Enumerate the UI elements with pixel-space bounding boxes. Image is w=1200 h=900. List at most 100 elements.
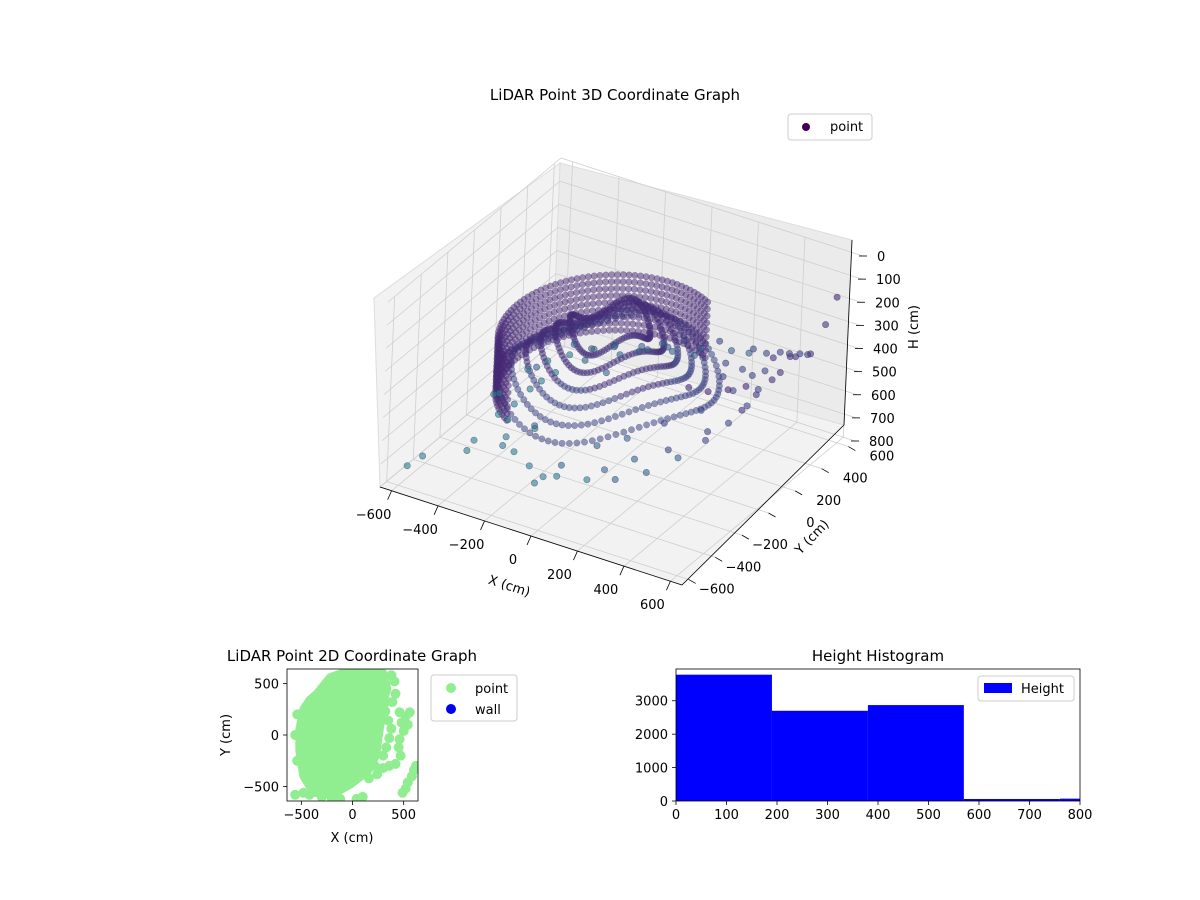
data-point [583,476,591,484]
z-tick-label-3d: 300 [874,319,899,334]
wall-point [613,292,621,299]
point-2d [378,750,389,761]
wall-point [595,285,603,293]
data-point [557,461,565,469]
wall-point [594,313,602,321]
cloud-point [611,395,619,402]
wall-point [504,396,512,403]
legend-2d-wall-label: wall [475,703,501,718]
legend-2d-wall-marker [446,704,456,714]
wall-point [602,278,610,286]
z-tick-label-3d: 200 [875,296,900,311]
histogram-bar [867,705,964,801]
wall-point [636,293,644,301]
x-tick-label-hist: 500 [916,808,941,823]
x-tick-label-2d: 500 [391,808,416,823]
wall-point [623,313,631,321]
wall-point [577,308,585,316]
point-2d [400,711,411,722]
point-2d [380,706,391,717]
wall-point [642,280,650,288]
wall-point [612,298,620,306]
wall-point [573,282,581,290]
x-tick-label-hist: 400 [866,808,891,823]
data-point [822,321,830,329]
wall-point [606,305,614,313]
wall-point [641,301,649,308]
x-tick-label-3d: 200 [547,568,572,583]
grid-line-y [492,392,796,492]
wall-point [505,368,513,376]
wall-point [583,300,591,308]
wall-point [629,306,637,314]
point-2d [327,793,337,801]
wall-point [572,309,580,317]
wall-point [636,279,644,287]
y-tick-3d [794,490,803,496]
wall-point [613,285,621,292]
cloud-point [558,421,566,429]
data-point [510,448,518,456]
data-point [553,472,561,480]
data-point [776,348,784,356]
z-tick-label-3d: 400 [873,343,898,358]
data-point [660,419,668,427]
point-2d [384,733,395,744]
wall-point [596,271,604,279]
data-point [664,343,672,351]
x-tick-label-3d: 400 [594,583,619,598]
cloud-point [638,404,646,411]
point-2d [292,755,303,766]
y-axis-label-2d: Y (cm) [219,714,234,757]
cloud-point [577,421,585,429]
wall-point [589,293,597,301]
cloud-point [632,406,640,414]
point-2d [381,742,392,753]
grid-line-z [559,180,863,280]
data-point [664,446,672,454]
histogram: Height Histogram 0 100 200 300 400 500 600 700 8… [635,647,1093,823]
data-point [403,462,411,470]
point-2d [316,791,327,801]
data-point [530,479,538,487]
wall-point [614,271,622,279]
data-point [776,368,784,376]
y-tick-3d [688,579,696,584]
cloud-point [584,420,592,428]
z-tick-label-3d: 700 [870,412,895,427]
wall-point [589,300,597,308]
wall-point [588,328,596,335]
wall-point [504,382,512,390]
cloud-point [521,425,528,433]
wall-point [618,312,626,320]
data-point [610,343,618,351]
wall-point [625,285,633,293]
wall-point [578,301,585,309]
cloud-point [618,410,626,418]
data-point [697,344,705,352]
cloud-point [628,426,635,434]
wall-point [635,314,643,322]
point-2d [372,769,383,780]
wall-point [640,314,648,322]
data-point [807,350,815,358]
wall-point [583,314,591,322]
cloud-point [565,439,573,447]
wall-point [636,286,644,294]
data-point [642,468,650,476]
cloud-point [547,418,555,426]
cloud-point [681,392,689,400]
wall-point [630,299,638,307]
cloud-point [527,405,535,413]
data-point [716,337,724,345]
x-tick-label-hist: 600 [967,808,992,823]
data-point [749,345,757,353]
wall-point [595,299,603,307]
grid-line-z [387,157,562,303]
wall-point [583,307,591,315]
grid-line-z [552,342,856,442]
cloud-point [520,396,528,404]
wall-point [629,313,637,321]
cloud-point [538,435,546,443]
data-point [531,422,539,430]
